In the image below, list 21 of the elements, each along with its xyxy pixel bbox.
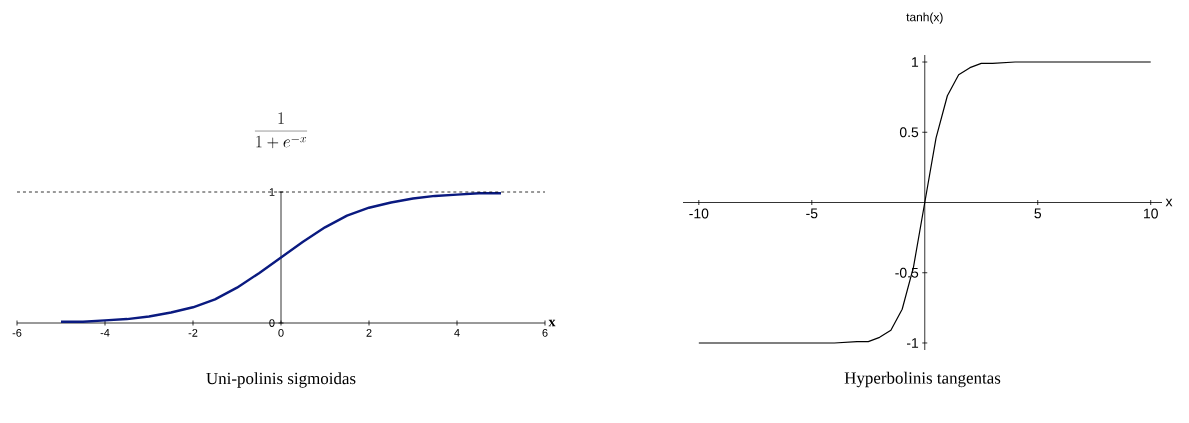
x-tick-label: -10 (689, 208, 709, 219)
x-tick-label: 5 (1034, 208, 1042, 219)
x-tick-label: 4 (454, 329, 460, 337)
y-tick-label: 0.5 (899, 127, 919, 138)
x-tick-label: 2 (366, 329, 372, 337)
x-tick-label: 0 (278, 329, 284, 337)
x-tick-label: -4 (100, 329, 110, 337)
y-axis-title: $\frac{1}{1+e^{-x}}$ (254, 112, 308, 149)
x-tick-label: 6 (542, 329, 548, 337)
x-tick-label: -6 (12, 329, 22, 337)
y-axis-title: tanh(x) (906, 12, 943, 24)
x-tick-label: -2 (188, 329, 198, 337)
x-tick-label: -5 (806, 208, 818, 219)
y-tick-label: 1 (269, 188, 275, 196)
text: Hyperbolinis tangentas (844, 371, 1001, 388)
text: Uni-polinis sigmoidas (206, 372, 356, 388)
x-axis-title: x (1165, 198, 1173, 207)
x-tick-label: 10 (1144, 208, 1158, 219)
y-tick-label: -1 (906, 338, 919, 348)
x-axis-title: x (548, 319, 556, 327)
y-tick-label: 1 (912, 57, 919, 67)
